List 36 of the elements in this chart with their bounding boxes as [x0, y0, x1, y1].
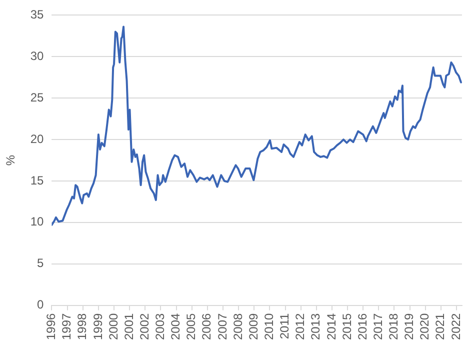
x-tick-label: 2008 [230, 312, 245, 340]
y-axis-title: % [4, 154, 18, 166]
x-tick-label: 2022 [448, 312, 463, 340]
x-tick-label: 2006 [200, 312, 214, 340]
x-tick-label: 2002 [137, 312, 152, 340]
x-tick-label: 2004 [168, 312, 183, 340]
x-tick-label: 2000 [106, 312, 120, 340]
y-tick-label: 20 [30, 132, 44, 146]
x-tick-label: 2020 [418, 312, 432, 340]
x-tick-label: 2017 [370, 312, 385, 340]
x-tick-label: 1996 [44, 312, 58, 340]
x-tick-label: 2019 [402, 312, 416, 340]
x-tick-label: 2018 [386, 312, 401, 340]
x-tick-label: 2005 [184, 312, 198, 340]
x-tick-label: 2014 [324, 312, 338, 340]
x-tick-label: 2013 [308, 312, 323, 340]
y-tick-label: 35 [30, 8, 44, 22]
x-tick-label: 2015 [340, 312, 354, 340]
y-tick-label: 15 [30, 173, 44, 188]
x-tick-label: 2001 [122, 312, 136, 340]
x-tick-label: 2011 [278, 312, 292, 340]
x-tick-label: 1997 [60, 312, 74, 340]
y-tick-label: 30 [30, 48, 44, 63]
x-tick-label: 2003 [153, 312, 168, 340]
y-tick-label: 10 [30, 214, 44, 229]
y-tick-label: 5 [37, 256, 44, 270]
x-tick-label: 2009 [246, 312, 260, 340]
x-tick-label: 2010 [262, 312, 276, 340]
x-tick-label: 1999 [90, 312, 105, 340]
x-tick-label: 2021 [433, 312, 448, 340]
x-tick-label: 2007 [215, 312, 230, 340]
x-tick-label: 2012 [293, 312, 308, 340]
y-tick-label: 25 [30, 90, 44, 104]
x-tick-label: 2016 [355, 312, 370, 340]
x-tick-label: 1998 [75, 312, 90, 340]
y-tick-label: 0 [37, 298, 44, 312]
